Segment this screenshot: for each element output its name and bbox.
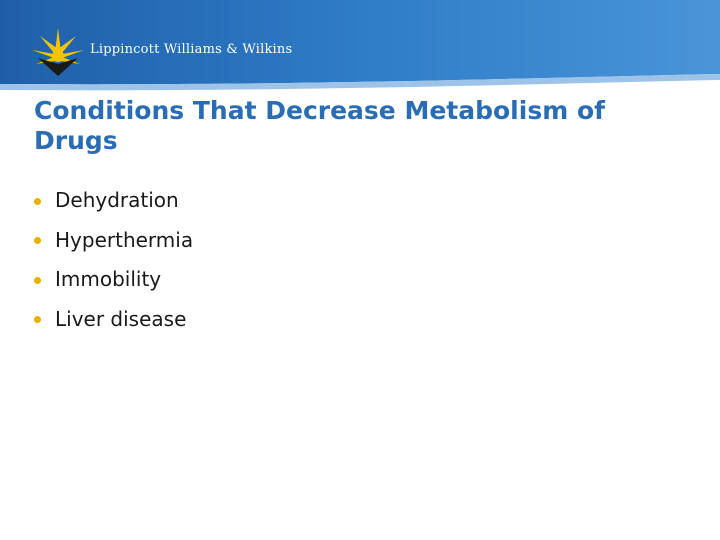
publisher-logo [30,24,86,80]
publisher-name: Lippincott Williams & Wilkins [90,42,293,57]
bullet-item: Hyperthermia [34,226,193,254]
bullet-text: Dehydration [55,188,179,212]
header-band [0,0,720,92]
bullet-item: Immobility [34,265,193,293]
bullet-item: Dehydration [34,186,193,214]
sunburst-logo-icon [32,28,84,76]
bullet-dot-icon [34,276,41,284]
bullet-dot-icon [34,316,41,323]
slide-title: Conditions That Decrease Metabolism of D… [34,96,606,155]
bullet-text: Hyperthermia [55,227,194,252]
bullet-item: Liver disease [34,305,193,333]
bullet-list: Dehydration Hyperthermia Immobility Live… [34,186,193,344]
bullet-text: Liver disease [55,306,187,331]
bullet-text: Immobility [55,267,162,291]
header-band-graphic [0,0,720,91]
bullet-dot-icon [34,237,41,244]
bullet-dot-icon [34,197,41,205]
